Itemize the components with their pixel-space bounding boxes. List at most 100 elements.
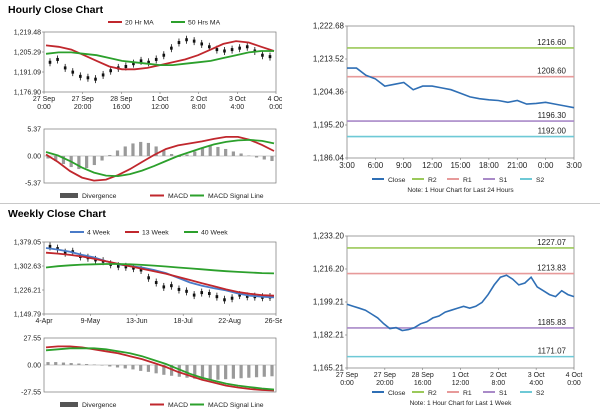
level-label-r2: 1227.07 [537,238,566,247]
divergence-bar [247,155,251,156]
x-tick-label: 9-May [81,318,101,325]
divergence-bar [131,365,135,370]
divergence-bar [200,147,205,156]
candle [154,57,158,61]
level-label-r2: 1216.60 [537,38,566,47]
legend-label: Close [388,390,406,397]
divergence-bar [231,151,235,156]
divergence-bar [185,154,189,156]
legend-label: Close [388,177,406,184]
divergence-bar [270,365,274,377]
candle [245,294,249,298]
divergence-bar [69,363,73,365]
candle [139,59,143,63]
candle [162,53,166,57]
legend-label: MACD Signal Line [208,402,264,409]
y-tick-label: -5.37 [25,181,41,188]
legend-label: Divergence [82,193,117,200]
candle [177,287,181,291]
y-tick-label: 1,219.48 [14,30,41,37]
candle [223,49,226,53]
hourly-macd-chart: 5.37 0.00 -5.37 Divergence MACD MACD Signal L… [25,127,277,200]
candle [132,62,135,66]
divergence-bar [77,363,81,365]
divergence-bar [108,365,112,367]
y-tick-label: 1,302.63 [14,264,41,271]
divergence-bar [193,365,197,379]
divergence-bar [193,151,197,156]
divergence-bar [100,156,104,161]
y-tick-label: 1,165.21 [313,364,345,373]
y-tick-label: 1,191.09 [14,70,41,77]
candle [238,46,241,50]
candle [230,48,234,52]
divergence-bar [224,365,228,380]
divergence-bar [254,365,259,378]
divergence-bar [231,365,235,379]
series-line-macd-signal-line [45,347,275,391]
y-tick-label: 1,182.21 [313,331,345,340]
divergence-bar [46,156,50,159]
divergence-bar [162,150,166,156]
x-tick-label: 2 Oct [490,372,507,379]
legend-label: MACD Signal Line [208,193,264,200]
x-tick-label: 4:00 [231,104,245,111]
weekly-title: Weekly Close Chart [8,208,106,220]
divergence-bar [54,362,58,365]
x-tick-label: 0:00 [37,104,51,111]
x-tick-label: 12:00 [151,104,169,111]
divergence-bar [239,365,243,379]
x-tick-label: 26-Sep [265,318,282,325]
x-tick-label: 13-Jun [126,318,148,325]
legend-label: MACD [168,402,188,409]
divergence-bar [146,142,151,156]
series-line-13-week [45,251,275,297]
divergence-bar [177,365,181,377]
candle [48,60,52,64]
candle [63,66,67,70]
candle [162,285,166,289]
x-tick-label: 15:00 [450,161,471,170]
series-line-macd-signal-line [45,138,275,178]
x-tick-label: 4 Oct [566,372,583,379]
hourly-price-chart: 20 Hr MA 50 Hrs MA 1,219.48 1,205.29 1,191.0… [14,20,282,112]
legend-label: MACD [168,193,188,200]
x-tick-label: 1 Oct [452,372,469,379]
x-tick-label: 0:00 [269,104,282,111]
chart-note: Note: 1 Hour Chart for Last 1 Week [410,400,513,407]
x-tick-label: 20:00 [376,380,394,387]
y-tick-label: 0.00 [27,154,41,161]
divergence-bar [77,156,81,170]
legend-label: 50 Hrs MA [188,20,221,27]
divergence-bar [123,365,127,369]
candle [56,247,59,251]
x-tick-label: 4 Oct [268,96,282,103]
candle [215,48,219,52]
candle [223,298,226,302]
legend-label: S2 [536,177,545,184]
x-tick-label: 3:00 [566,161,582,170]
x-tick-label: 20:00 [74,104,92,111]
weekly-price-chart: 4 Week 13 Week 40 Week 1,379.05 1,302.63 1,22… [14,230,282,326]
series-line-macd [45,136,275,182]
candle [200,291,204,295]
divergence-bar [262,365,266,377]
candle [215,295,219,299]
divergence-bar [254,156,259,158]
candle [177,41,181,45]
legend-label: 4 Week [87,230,111,237]
candle [94,77,97,81]
divergence-bar [169,153,174,156]
divergence-bar [92,156,96,166]
x-tick-label: 27 Sep [336,372,358,379]
x-tick-label: 0:00 [567,380,581,387]
x-tick-label: 27 Sep [374,372,396,379]
x-tick-label: 2 Oct [190,96,207,103]
x-tick-label: 3 Oct [229,96,246,103]
legend-label: S1 [499,177,508,184]
level-label-r1: 1213.83 [537,264,566,273]
legend-label: R1 [463,177,472,184]
divergence-bar [169,365,174,376]
divergence-bar [85,156,89,169]
y-tick-label: 1,204.36 [313,88,345,97]
